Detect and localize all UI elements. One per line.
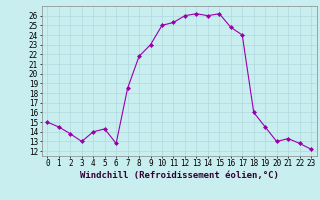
X-axis label: Windchill (Refroidissement éolien,°C): Windchill (Refroidissement éolien,°C) [80, 171, 279, 180]
